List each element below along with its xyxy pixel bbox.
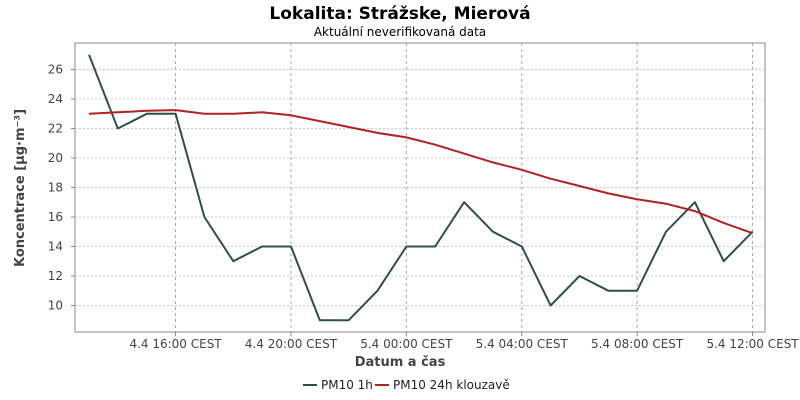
series-line-0 [88, 54, 754, 322]
x-axis-label: Datum a čas [355, 355, 446, 370]
y-tick-label: 12 [48, 269, 63, 283]
y-tick-label: 18 [48, 181, 63, 195]
legend-label: PM10 1h [321, 378, 373, 392]
y-axis-ticks: 10 12 14 16 18 20 22 24 26 [48, 63, 75, 312]
chart-title: Lokalita: Strážske, Mierová [269, 4, 530, 24]
series-line-1 [88, 109, 753, 235]
legend-label: PM10 24h klouzavě [393, 378, 510, 392]
y-tick-label: 24 [48, 92, 63, 106]
y-tick-label: 26 [48, 63, 63, 77]
y-tick-label: 16 [48, 210, 63, 224]
chart-subtitle: Aktuální neverifikovaná data [314, 25, 486, 39]
y-axis-label: Koncentrace [µg·m⁻³] [13, 109, 28, 267]
x-tick-label: 5.4 00:00 CEST [360, 337, 453, 351]
x-tick-label: 5.4 08:00 CEST [591, 337, 684, 351]
series-lines [88, 54, 754, 322]
y-tick-label: 10 [48, 298, 63, 312]
y-tick-label: 14 [48, 239, 63, 253]
x-tick-label: 4.4 20:00 CEST [245, 337, 338, 351]
x-axis-ticks: 4.4 16:00 CEST 4.4 20:00 CEST 5.4 00:00 CE… [129, 332, 799, 351]
x-tick-label: 4.4 16:00 CEST [129, 337, 222, 351]
x-tick-label: 5.4 04:00 CEST [476, 337, 569, 351]
y-tick-label: 22 [48, 122, 63, 136]
legend: PM10 1h PM10 24h klouzavě [303, 378, 510, 392]
x-tick-label: 5.4 12:00 CEST [706, 337, 799, 351]
y-tick-label: 20 [48, 151, 63, 165]
